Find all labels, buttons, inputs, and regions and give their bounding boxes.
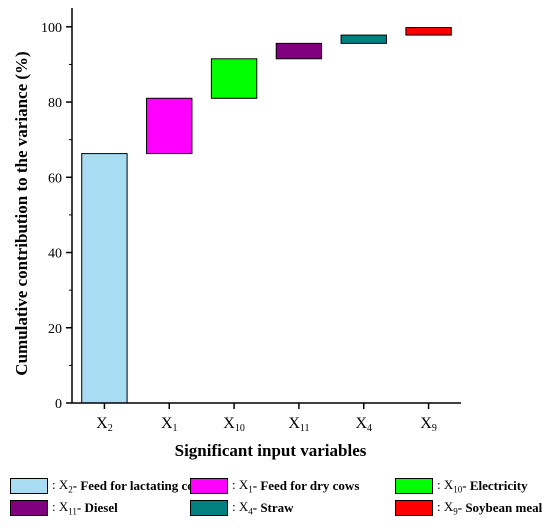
legend-label: - Feed for lactating cows	[72, 478, 209, 493]
x-tick-label: X9	[420, 415, 437, 434]
x-tick-label: X1	[161, 415, 178, 434]
x-tick-label: X4	[355, 415, 372, 434]
legend-item: : X9- Soybean meal	[395, 498, 542, 518]
y-tick-label: 80	[48, 96, 62, 111]
legend-code: : X10	[437, 477, 463, 495]
legend-label: - Feed for dry cows	[252, 478, 360, 493]
waterfall-chart: 0 20 40 60 80 100 X2 X1 X10 X11 X4 X9 Significant in…	[12, 8, 461, 460]
legend-swatch	[395, 500, 433, 516]
legend-swatch	[190, 500, 228, 516]
y-tick-label: 60	[48, 171, 62, 186]
y-tick-label: 20	[48, 322, 62, 337]
y-tick-label: 100	[41, 21, 62, 36]
x-tick-label: X11	[288, 415, 309, 434]
legend-code: : X11	[52, 499, 77, 517]
y-axis-title: Cumulative contribution to the variance …	[12, 51, 31, 375]
legend-label: - Soybean meal	[457, 500, 543, 515]
legend-label: - Diesel	[76, 500, 118, 515]
legend-label: - Electricity	[462, 478, 528, 493]
x-tick-label: X10	[223, 415, 245, 434]
legend-swatch	[10, 478, 48, 494]
legend-swatch	[190, 478, 228, 494]
bar-4	[275, 42, 323, 60]
legend-swatch	[395, 478, 433, 494]
bar-2	[146, 97, 193, 155]
bar-6	[405, 27, 452, 36]
x-tick-label: X2	[96, 415, 113, 434]
y-tick-label: 0	[55, 397, 62, 412]
legend-item: : X10- Electricity	[395, 476, 528, 496]
legend-code: : X2	[52, 477, 73, 495]
legend-swatch	[10, 500, 48, 516]
legend-code: : X9	[437, 499, 458, 517]
y-tick-label: 40	[48, 247, 62, 262]
legend-item: : X11- Diesel	[10, 498, 118, 518]
legend-item: : X2- Feed for lactating cows	[10, 476, 208, 496]
bar-3	[210, 58, 258, 99]
bar-5	[340, 34, 387, 44]
legend-code: : X1	[232, 477, 253, 495]
legend-item: : X4- Straw	[190, 498, 294, 518]
x-axis-title: Significant input variables	[175, 441, 367, 460]
bar-1	[81, 153, 128, 404]
legend-item: : X1- Feed for dry cows	[190, 476, 359, 496]
legend: : X2- Feed for lactating cows: X1- Feed …	[0, 470, 550, 529]
legend-code: : X4	[232, 499, 253, 517]
legend-label: - Straw	[252, 500, 294, 515]
